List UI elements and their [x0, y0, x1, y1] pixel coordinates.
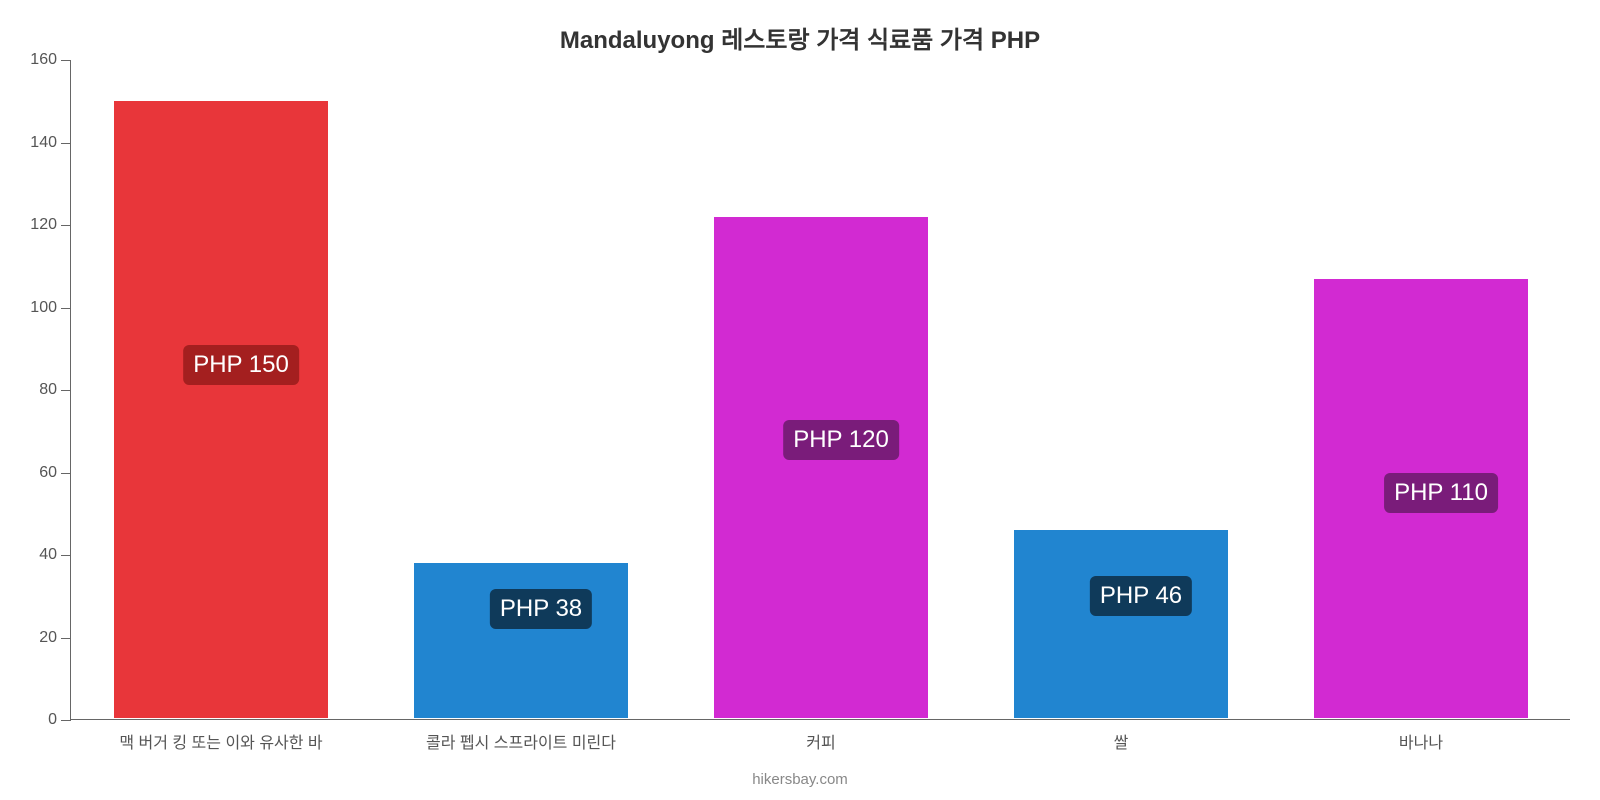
value-badge: PHP 150 [183, 345, 299, 385]
x-tick-label: 콜라 펩시 스프라이트 미린다 [426, 719, 616, 753]
y-tick-label: 40 [39, 546, 71, 564]
y-tick-label: 20 [39, 629, 71, 647]
x-tick-label: 맥 버거 킹 또는 이와 유사한 바 [119, 719, 322, 753]
y-tick-label: 140 [30, 134, 71, 152]
value-badge: PHP 38 [490, 589, 592, 629]
y-tick-label: 0 [48, 711, 71, 729]
y-tick-label: 100 [30, 299, 71, 317]
x-tick-label: 바나나 [1399, 719, 1443, 753]
value-badge: PHP 110 [1384, 473, 1498, 513]
y-tick-label: 160 [30, 51, 71, 69]
plot-region: 020406080100120140160맥 버거 킹 또는 이와 유사한 바P… [70, 60, 1570, 720]
bar [713, 216, 929, 719]
x-tick-label: 쌀 [1114, 719, 1129, 753]
source-credit: hikersbay.com [752, 771, 848, 788]
chart-title: Mandaluyong 레스토랑 가격 식료품 가격 PHP [0, 0, 1600, 55]
y-tick-label: 80 [39, 381, 71, 399]
x-tick-label: 커피 [806, 719, 835, 753]
y-tick-label: 120 [30, 216, 71, 234]
bar [113, 100, 329, 719]
value-badge: PHP 120 [783, 420, 899, 460]
value-badge: PHP 46 [1090, 576, 1192, 616]
bar [1013, 529, 1229, 719]
chart-area: 020406080100120140160맥 버거 킹 또는 이와 유사한 바P… [70, 60, 1570, 720]
bar [413, 562, 629, 719]
y-tick-label: 60 [39, 464, 71, 482]
